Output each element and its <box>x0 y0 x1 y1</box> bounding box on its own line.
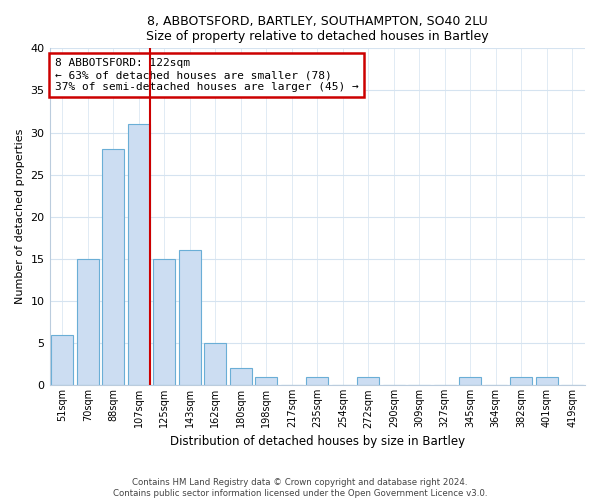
Bar <box>77 259 98 386</box>
Y-axis label: Number of detached properties: Number of detached properties <box>15 129 25 304</box>
Bar <box>179 250 200 386</box>
Bar <box>230 368 251 386</box>
Title: 8, ABBOTSFORD, BARTLEY, SOUTHAMPTON, SO40 2LU
Size of property relative to detac: 8, ABBOTSFORD, BARTLEY, SOUTHAMPTON, SO4… <box>146 15 488 43</box>
X-axis label: Distribution of detached houses by size in Bartley: Distribution of detached houses by size … <box>170 434 465 448</box>
Bar <box>128 124 149 386</box>
Bar <box>536 377 557 386</box>
Bar <box>511 377 532 386</box>
Text: 8 ABBOTSFORD: 122sqm
← 63% of detached houses are smaller (78)
37% of semi-detac: 8 ABBOTSFORD: 122sqm ← 63% of detached h… <box>55 58 359 92</box>
Bar <box>103 150 124 386</box>
Bar <box>460 377 481 386</box>
Bar <box>154 259 175 386</box>
Bar <box>205 343 226 386</box>
Bar <box>358 377 379 386</box>
Text: Contains HM Land Registry data © Crown copyright and database right 2024.
Contai: Contains HM Land Registry data © Crown c… <box>113 478 487 498</box>
Bar <box>52 334 73 386</box>
Bar <box>256 377 277 386</box>
Bar <box>307 377 328 386</box>
